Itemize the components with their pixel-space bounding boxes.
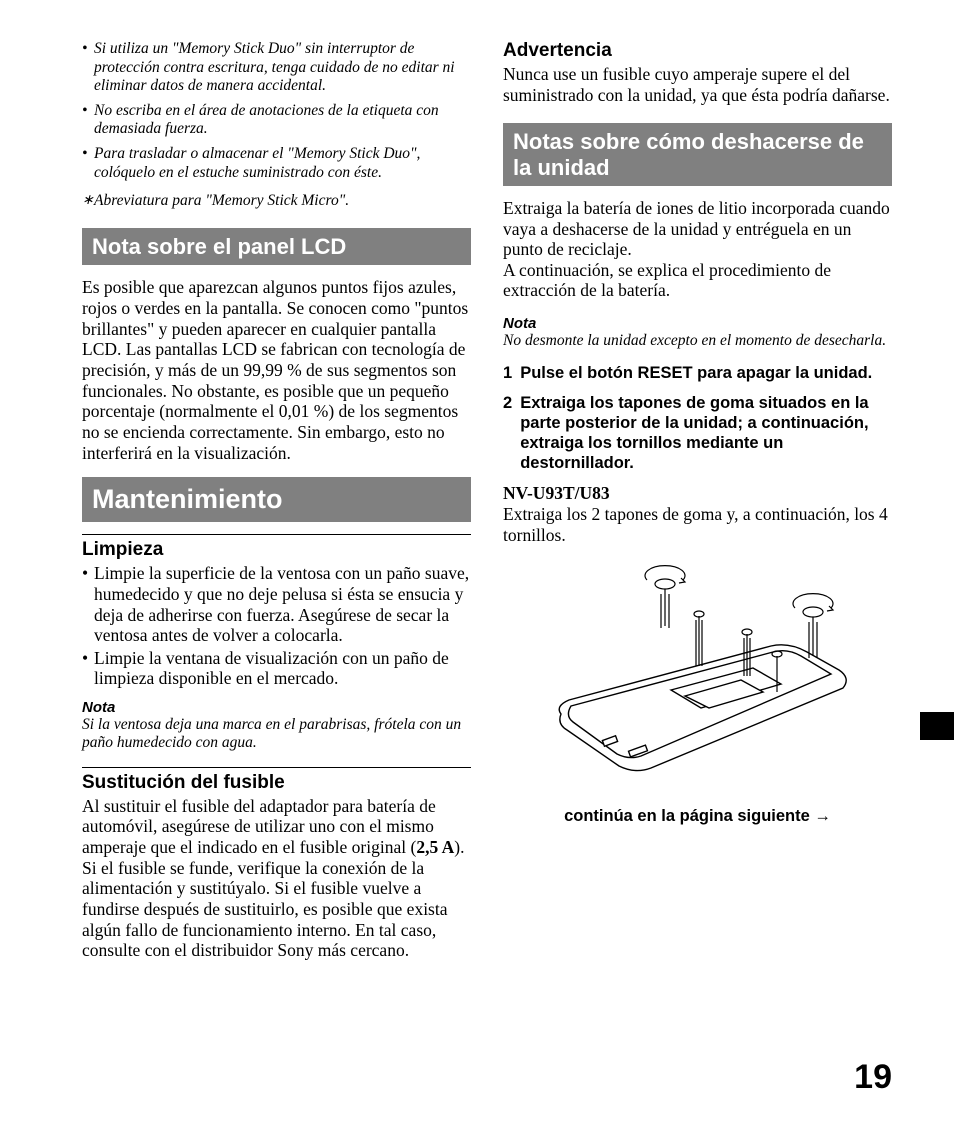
subheading-fusible: Sustitución del fusible [82, 772, 471, 794]
list-item: Si utiliza un "Memory Stick Duo" sin int… [94, 40, 471, 96]
limpieza-bullet-list: Limpie la superficie de la ventosa con u… [82, 563, 471, 689]
discard-body-text: Extraiga la batería de iones de litio in… [503, 198, 892, 301]
after-model-text: Extraiga los 2 tapones de goma y, a cont… [503, 504, 892, 545]
fusible-amp-value: 2,5 A [416, 837, 454, 857]
step-item: 1 Pulse el botón RESET para apagar la un… [503, 364, 892, 384]
section-header-mantenimiento: Mantenimiento [82, 477, 471, 522]
nota-body: No desmonte la unidad excepto en el mome… [503, 332, 892, 350]
fusible-body-text: Al sustituir el fusible del adaptador pa… [82, 796, 471, 961]
divider [82, 767, 471, 768]
fusible-pre: Al sustituir el fusible del adaptador pa… [82, 796, 436, 857]
lcd-body-text: Es posible que aparezcan algunos puntos … [82, 277, 471, 463]
right-column: Advertencia Nunca use un fusible cuyo am… [503, 40, 892, 975]
section-header-discard: Notas sobre cómo deshacerse de la unidad [503, 123, 892, 186]
left-column: Si utiliza un "Memory Stick Duo" sin int… [82, 40, 471, 975]
subheading-limpieza: Limpieza [82, 539, 471, 561]
continue-next-page: continúa en la página siguiente → [503, 807, 892, 826]
device-back-illustration [533, 556, 863, 786]
list-item: Limpie la superficie de la ventosa con u… [94, 563, 471, 646]
page-number: 19 [854, 1058, 892, 1097]
step-text: Extraiga los tapones de goma situados en… [520, 394, 892, 473]
asterisk-footnote: Abreviatura para "Memory Stick Micro". [82, 192, 471, 210]
advertencia-body: Nunca use un fusible cuyo amperaje super… [503, 64, 892, 105]
page-body: Si utiliza un "Memory Stick Duo" sin int… [0, 0, 954, 975]
edge-thumb-tab [920, 712, 954, 740]
step-text: Pulse el botón RESET para apagar la unid… [520, 364, 872, 384]
section-header-lcd: Nota sobre el panel LCD [82, 228, 471, 265]
arrow-right-icon: → [814, 807, 831, 825]
intro-bullet-list: Si utiliza un "Memory Stick Duo" sin int… [82, 40, 471, 182]
list-item: No escriba en el área de anotaciones de … [94, 102, 471, 139]
list-item: Limpie la ventana de visualización con u… [94, 648, 471, 689]
step-number: 1 [503, 364, 512, 384]
step-item: 2 Extraiga los tapones de goma situados … [503, 394, 892, 473]
nota-label: Nota [503, 315, 892, 332]
model-number: NV-U93T/U83 [503, 483, 892, 504]
divider [82, 534, 471, 535]
step-number: 2 [503, 394, 512, 473]
device-diagram [503, 556, 892, 791]
continue-text: continúa en la página siguiente [564, 807, 810, 825]
nota-body: Si la ventosa deja una marca en el parab… [82, 716, 471, 753]
numbered-steps: 1 Pulse el botón RESET para apagar la un… [503, 364, 892, 473]
subheading-advertencia: Advertencia [503, 40, 892, 62]
nota-label: Nota [82, 699, 471, 716]
list-item: Para trasladar o almacenar el "Memory St… [94, 145, 471, 182]
